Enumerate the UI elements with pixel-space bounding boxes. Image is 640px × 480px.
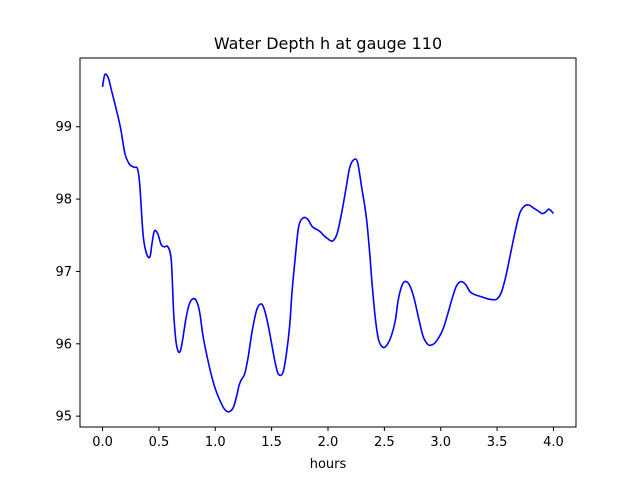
x-axis-ticks: 0.0 0.5 1.0 1.5 2.0 2.5 3.0 3.5 4.0	[92, 427, 564, 450]
y-tick-label: 95	[55, 410, 72, 425]
y-tick-label: 98	[55, 193, 72, 208]
x-tick-label: 0.5	[149, 435, 170, 450]
series-line-0	[101, 73, 555, 413]
y-tick-label: 99	[55, 120, 72, 135]
chart-title: Water Depth h at gauge 110	[214, 34, 442, 53]
x-tick-label: 0.0	[92, 435, 113, 450]
x-tick-label: 2.0	[318, 435, 339, 450]
x-tick-label: 2.5	[374, 435, 395, 450]
x-tick-label: 3.0	[430, 435, 451, 450]
y-axis-ticks: 95 96 97 98 99	[55, 120, 80, 425]
x-tick-label: 3.5	[487, 435, 508, 450]
y-tick-label: 96	[55, 337, 72, 352]
y-tick-label: 97	[55, 265, 72, 280]
x-axis-label: hours	[310, 457, 347, 472]
x-tick-label: 4.0	[543, 435, 564, 450]
x-tick-label: 1.0	[205, 435, 226, 450]
x-tick-label: 1.5	[261, 435, 282, 450]
axes-frame	[79, 57, 577, 428]
plot-area	[101, 73, 555, 413]
